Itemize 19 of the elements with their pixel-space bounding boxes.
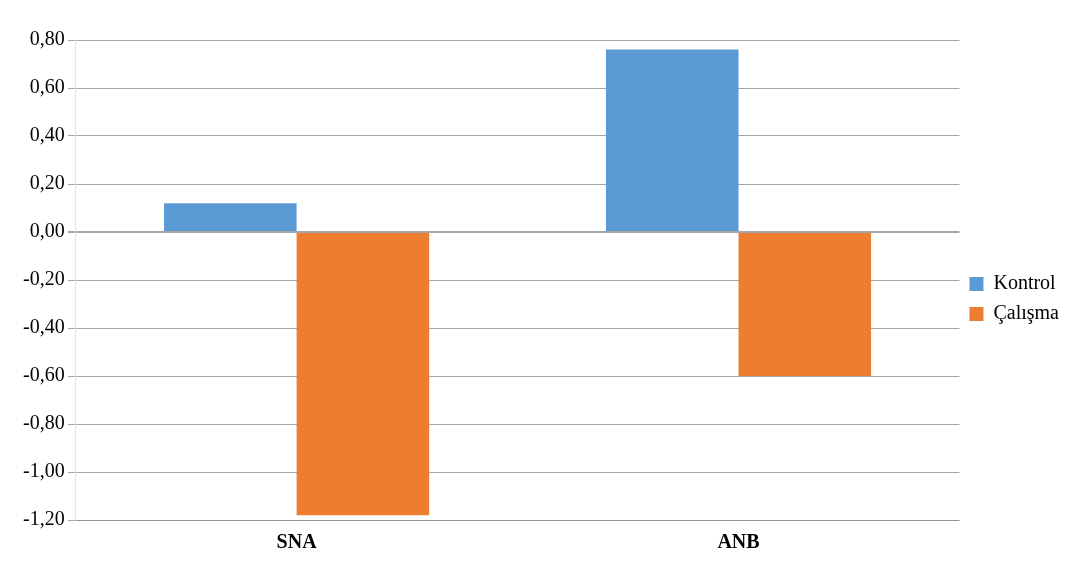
y-tick-label: -0,40: [22, 315, 65, 338]
y-tick-label: 0,00: [29, 219, 65, 242]
bar: [605, 49, 739, 231]
y-tick-label: -1,00: [22, 459, 65, 482]
legend-label: Kontrol: [993, 271, 1057, 294]
y-tick-label: -1,20: [22, 507, 65, 530]
y-tick-label: -0,80: [22, 411, 65, 434]
y-tick-label: 0,80: [29, 27, 65, 50]
x-tick-label: ANB: [717, 530, 760, 553]
bar: [164, 203, 297, 231]
y-tick-label: 0,40: [29, 123, 65, 146]
y-tick-label: -0,20: [22, 267, 65, 290]
bar: [296, 233, 430, 516]
y-tick-label: 0,20: [29, 171, 65, 194]
legend-label: Çalışma: [993, 301, 1060, 325]
x-tick-label: SNA: [276, 530, 318, 553]
y-tick-label: -0,60: [22, 363, 65, 386]
y-tick-label: 0,60: [29, 75, 65, 98]
bar: [738, 233, 872, 376]
